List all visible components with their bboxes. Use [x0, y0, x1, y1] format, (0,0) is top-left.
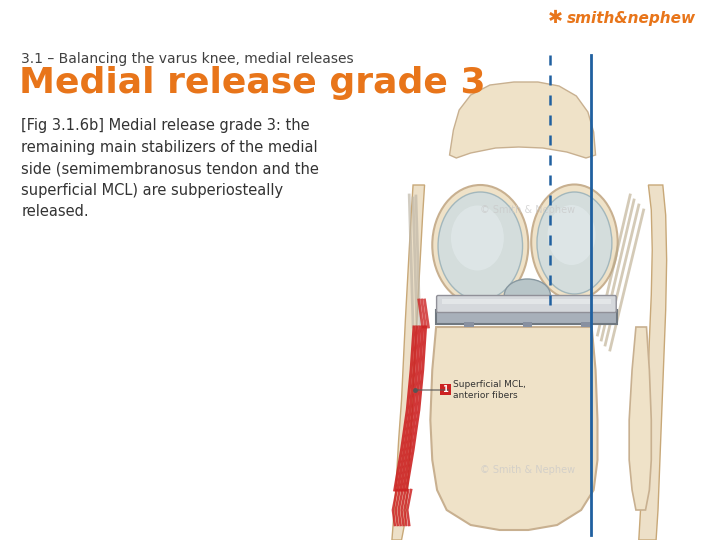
Text: Medial release grade 3: Medial release grade 3	[19, 66, 486, 100]
Bar	[464, 322, 474, 327]
Bar	[581, 322, 591, 327]
Ellipse shape	[432, 185, 528, 305]
Ellipse shape	[547, 205, 595, 265]
FancyBboxPatch shape	[440, 384, 451, 395]
Ellipse shape	[537, 192, 612, 294]
Polygon shape	[392, 185, 425, 540]
Polygon shape	[449, 82, 595, 158]
Polygon shape	[629, 327, 652, 510]
Polygon shape	[639, 185, 667, 540]
Text: Superficial MCL,
anterior fibers: Superficial MCL, anterior fibers	[454, 380, 526, 400]
Text: 3.1 – Balancing the varus knee, medial releases: 3.1 – Balancing the varus knee, medial r…	[21, 52, 354, 66]
Text: 1: 1	[442, 386, 448, 395]
FancyBboxPatch shape	[436, 310, 617, 324]
Polygon shape	[431, 327, 598, 530]
Bar	[523, 322, 532, 327]
Text: © Smith & Nephew: © Smith & Nephew	[480, 205, 575, 215]
Text: smith&nephew: smith&nephew	[567, 10, 696, 25]
Text: © Smith & Nephew: © Smith & Nephew	[480, 465, 575, 475]
Ellipse shape	[451, 206, 504, 271]
Text: [Fig 3.1.6b] Medial release grade 3: the
remaining main stabilizers of the media: [Fig 3.1.6b] Medial release grade 3: the…	[21, 118, 319, 219]
Bar	[442, 299, 611, 304]
Text: ✱: ✱	[548, 9, 563, 27]
FancyBboxPatch shape	[436, 295, 616, 313]
Ellipse shape	[438, 192, 523, 300]
Ellipse shape	[531, 185, 618, 300]
Ellipse shape	[504, 279, 550, 311]
